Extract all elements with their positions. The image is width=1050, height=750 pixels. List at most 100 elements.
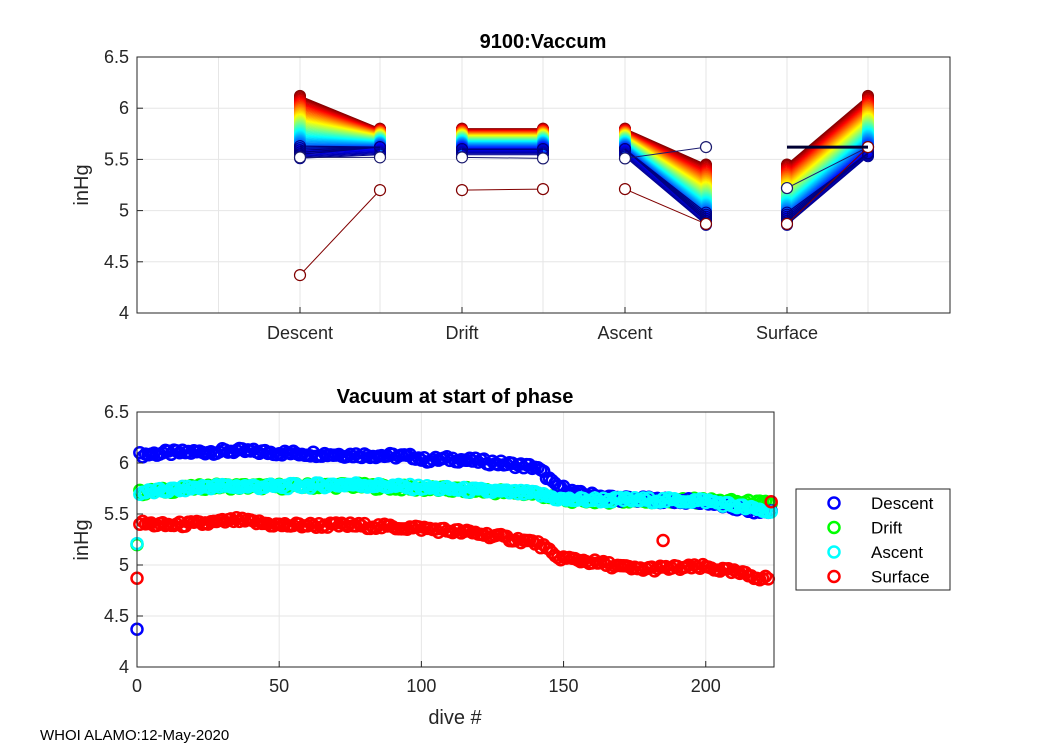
top-axes-box: [136, 56, 951, 314]
special-dive-dive-0: [293, 141, 875, 282]
top-chart-title: 9100:Vaccum: [480, 31, 607, 53]
dive-segment: [786, 155, 869, 225]
legend-marker-descent: [827, 496, 841, 510]
dive-segment: [786, 107, 869, 177]
data-point: [499, 483, 514, 497]
dive-segment: [786, 127, 869, 198]
bottom-y-tick-label: 5.5: [104, 504, 129, 524]
dive-segment: [461, 188, 544, 191]
dive-segment: [786, 98, 869, 169]
top-x-tick-label: Descent: [267, 323, 333, 343]
dive-marker: [293, 269, 307, 282]
top-x-tick-label: Drift: [446, 323, 479, 343]
data-point: [138, 486, 153, 500]
bottom-x-tick-label: 50: [269, 676, 289, 696]
dive-segment: [786, 110, 869, 180]
dive-segment: [786, 100, 869, 170]
dive-segment: [624, 152, 707, 222]
dive-segment: [786, 128, 869, 198]
dive-segment: [786, 103, 869, 174]
dive-segment: [786, 107, 869, 178]
dive-segment: [786, 131, 869, 202]
bottom-x-tick-label: 100: [406, 676, 436, 696]
dive-segment: [786, 131, 869, 201]
dive-segment: [461, 156, 544, 159]
dive-segment: [786, 109, 869, 179]
bottom-y-tick-label: 5: [119, 555, 129, 575]
dive-segment: [786, 126, 869, 197]
footer-stamp: WHOI ALAMO:12-May-2020: [40, 727, 230, 744]
dive-segment: [786, 139, 869, 209]
bottom-y-tick-label: 4: [119, 657, 129, 677]
dive-segment: [299, 152, 381, 158]
dive-segment: [786, 146, 869, 189]
legend-label-drift: Drift: [871, 519, 902, 538]
dive-marker: [618, 152, 632, 165]
dive-segment: [299, 153, 381, 158]
top-y-tick-label: 5: [119, 201, 129, 221]
top-y-tick-label: 4.5: [104, 252, 129, 272]
dive-segment: [786, 114, 869, 184]
top-y-ticks: 4 4.5 5 5.5 6 6.5: [104, 47, 143, 323]
bottom-x-tick-label: 0: [132, 676, 142, 696]
bottom-y-axis-label: inHg: [71, 519, 93, 560]
dive-segment: [786, 145, 869, 216]
dive-segment: [786, 137, 869, 208]
dive-segment: [299, 145, 381, 148]
legend-label-descent: Descent: [871, 494, 934, 513]
dive-segment: [786, 117, 869, 188]
dive-segment: [786, 108, 869, 179]
dive-segment: [624, 154, 707, 224]
dive-segment: [786, 124, 869, 194]
dive-marker: [699, 141, 713, 154]
dive-segment: [786, 116, 869, 186]
dive-segment: [786, 117, 869, 187]
dive-marker: [455, 151, 469, 164]
dive-segment: [786, 95, 869, 165]
dive-segment: [786, 120, 869, 190]
dive-segment: [786, 129, 869, 199]
dive-marker: [455, 184, 469, 197]
top-x-tick-label: Surface: [756, 323, 818, 343]
top-x-tick-label: Ascent: [597, 323, 652, 343]
dive-segment: [786, 152, 869, 214]
bottom-y-ticks: 4 4.5 5 5.5 6 6.5: [104, 402, 143, 677]
dive-segment: [786, 101, 869, 171]
dive-segment: [786, 155, 869, 226]
dive-segment: [786, 126, 869, 196]
dive-segment: [624, 188, 707, 225]
bottom-x-axis-label: dive #: [428, 707, 482, 729]
bottom-x-ticks: 0 50 100 150 200: [132, 661, 721, 696]
legend-marker-ascent: [827, 545, 841, 559]
bottom-chart-title: Vacuum at start of phase: [337, 386, 574, 408]
dive-segment: [786, 125, 869, 195]
dive-segment: [299, 189, 381, 276]
dive-marker: [780, 217, 794, 231]
data-point: [613, 490, 628, 505]
bottom-y-tick-label: 6: [119, 453, 129, 473]
bottom-chart: 4 4.5 5 5.5 6 6.5 0 50 100 150 200 Vacuum at star…: [71, 386, 951, 729]
bottom-y-tick-label: 6.5: [104, 402, 129, 422]
dive-segment: [624, 155, 707, 225]
dive-segment: [786, 136, 869, 207]
dive-segment: [786, 99, 869, 170]
legend-marker-surface: [827, 569, 841, 584]
top-x-ticks: Descent Drift Ascent Surface: [267, 307, 818, 343]
series-surface: [130, 495, 778, 587]
dive-marker: [780, 181, 794, 195]
dive-segment: [786, 133, 869, 203]
top-y-tick-label: 4: [119, 303, 129, 323]
dive-segment: [786, 102, 869, 173]
data-point: [534, 540, 548, 555]
dive-segment: [786, 140, 869, 210]
dive-segment: [786, 122, 869, 193]
top-series-lines: [293, 89, 875, 282]
dive-segment: [299, 150, 381, 156]
dive-segment: [786, 138, 869, 208]
dive-segment: [786, 143, 869, 213]
dive-segment: [786, 104, 869, 174]
bottom-axes-box: [136, 411, 775, 668]
dive-marker: [293, 151, 307, 164]
dive-segment: [624, 153, 707, 223]
